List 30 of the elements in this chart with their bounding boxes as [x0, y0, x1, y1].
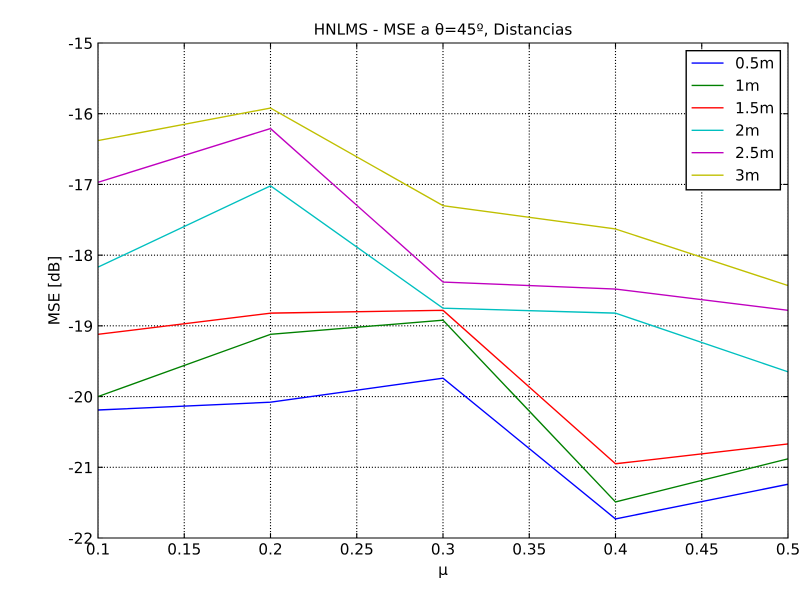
line-series	[98, 310, 788, 464]
y-tick-label: -19	[68, 320, 92, 332]
x-tick-label: 0.4	[604, 543, 627, 555]
legend-label: 0.5m	[736, 57, 773, 69]
x-tick-label: 0.1	[86, 543, 109, 555]
chart-title: HNLMS - MSE a θ=45º, Distancias	[315, 22, 572, 36]
x-axis-title: μ	[439, 566, 448, 578]
legend-label: 1m	[736, 80, 758, 91]
x-tick-label: 0.2	[259, 543, 282, 555]
line-series	[98, 320, 788, 503]
legend-label: 2m	[736, 124, 758, 136]
y-tick-label: -15	[68, 38, 92, 50]
y-tick-label: -16	[68, 108, 92, 120]
legend-label: 2.5m	[736, 146, 773, 158]
line-series	[98, 377, 788, 520]
y-tick-label: -18	[68, 250, 92, 262]
x-tick-label: 0.45	[686, 543, 718, 555]
y-tick-label: -17	[68, 179, 92, 190]
x-tick-label: 0.5	[776, 543, 799, 555]
y-tick-label: -21	[68, 462, 92, 474]
x-tick-label: 0.25	[340, 543, 372, 555]
x-tick-label: 0.3	[432, 543, 454, 555]
x-tick-label: 0.15	[168, 543, 200, 555]
y-axis-title: MSE [dB]	[48, 257, 62, 324]
legend-label: 1.5m	[736, 102, 773, 114]
line-series	[98, 185, 788, 373]
y-tick-label: -20	[68, 391, 92, 403]
x-tick-label: 0.35	[513, 543, 545, 555]
legend-label: 3m	[736, 169, 758, 181]
y-tick-label: -22	[68, 532, 92, 544]
